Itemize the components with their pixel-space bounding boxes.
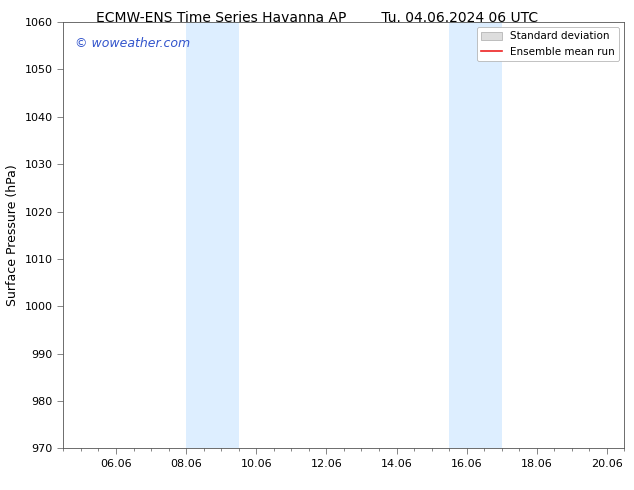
Bar [449, 22, 501, 448]
Bar [186, 22, 239, 448]
Legend: Standard deviation, Ensemble mean run: Standard deviation, Ensemble mean run [477, 27, 619, 61]
Y-axis label: Surface Pressure (hPa): Surface Pressure (hPa) [6, 164, 19, 306]
Text: © woweather.com: © woweather.com [75, 37, 190, 50]
Text: ECMW-ENS Time Series Havanna AP        Tu. 04.06.2024 06 UTC: ECMW-ENS Time Series Havanna AP Tu. 04.0… [96, 11, 538, 25]
